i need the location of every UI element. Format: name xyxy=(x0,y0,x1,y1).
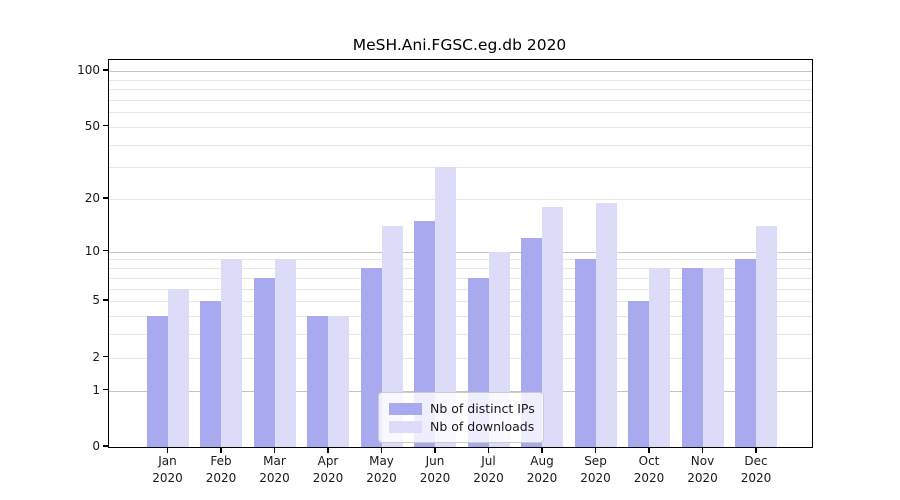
x-tick-label-apr: Apr 2020 xyxy=(312,454,344,485)
x-tick-label-aug: Aug 2020 xyxy=(526,454,558,485)
legend: Nb of distinct IPs Nb of downloads xyxy=(378,392,544,443)
bar-downloads-feb xyxy=(221,259,242,447)
gridline-40 xyxy=(109,144,812,146)
bar-distinct-ips-nov xyxy=(681,268,703,447)
gridline-90 xyxy=(109,79,812,81)
bar-downloads-jan xyxy=(167,288,189,447)
x-tick-aug xyxy=(541,447,543,453)
gridline-80 xyxy=(109,89,812,90)
legend-label-downloads: Nb of downloads xyxy=(430,419,535,434)
y-tick-label-1: 1 xyxy=(92,382,100,397)
legend-swatch-downloads xyxy=(389,420,422,433)
gridline-9 xyxy=(109,259,812,261)
x-tick-oct xyxy=(648,447,650,453)
x-tick-label-jul: Jul 2020 xyxy=(473,454,504,485)
bar-downloads-sep xyxy=(595,202,617,447)
y-tick-50 xyxy=(103,124,108,127)
x-tick-label-feb: Feb 2020 xyxy=(205,454,237,485)
bar-distinct-ips-feb xyxy=(200,301,221,447)
gridline-2 xyxy=(109,357,812,359)
y-tick-20 xyxy=(103,197,108,199)
y-tick-label-10: 10 xyxy=(84,243,100,258)
x-tick-label-nov: Nov 2020 xyxy=(687,454,718,485)
legend-item-downloads: Nb of downloads xyxy=(389,418,535,435)
x-tick-label-mar: Mar 2020 xyxy=(259,454,290,485)
x-tick-apr xyxy=(327,447,329,453)
x-tick-label-oct: Oct 2020 xyxy=(633,454,665,485)
gridline-7 xyxy=(109,277,812,279)
bar-downloads-oct xyxy=(649,268,670,447)
x-tick-jan xyxy=(166,447,169,453)
x-tick-label-dec: Dec 2020 xyxy=(740,454,772,485)
x-tick-label-sep: Sep 2020 xyxy=(580,454,611,485)
gridline-5 xyxy=(109,301,812,302)
gridline-6 xyxy=(109,288,812,290)
x-tick-label-jan: Jan 2020 xyxy=(152,454,183,485)
gridline-4 xyxy=(109,315,812,317)
bar-distinct-ips-sep xyxy=(574,259,596,447)
y-tick-label-20: 20 xyxy=(84,191,100,205)
bar-distinct-ips-jun xyxy=(414,221,435,447)
x-tick-jul xyxy=(487,447,490,453)
bar-distinct-ips-may xyxy=(360,268,382,447)
x-tick-label-jun: Jun 2020 xyxy=(419,454,451,485)
y-tick-label-5: 5 xyxy=(92,293,100,307)
x-tick-mar xyxy=(273,447,276,453)
x-tick-nov xyxy=(701,447,704,453)
chart-title: MeSH.Ani.FGSC.eg.db 2020 xyxy=(352,36,567,54)
gridline-30 xyxy=(109,167,812,169)
bar-downloads-jun xyxy=(435,167,456,447)
bar-distinct-ips-dec xyxy=(735,259,756,447)
legend-label-distinct-ips: Nb of distinct IPs xyxy=(430,401,535,416)
y-tick-label-100: 100 xyxy=(77,63,100,77)
y-tick-100 xyxy=(103,69,108,71)
gridline-8 xyxy=(109,268,812,269)
bar-downloads-aug xyxy=(542,207,563,447)
bar-downloads-mar xyxy=(274,259,296,447)
gridline-10 xyxy=(109,251,812,253)
bar-downloads-apr xyxy=(328,315,349,447)
y-tick-2 xyxy=(103,355,108,358)
gridline-1 xyxy=(109,390,812,392)
y-tick-label-50: 50 xyxy=(84,118,100,133)
legend-item-distinct-ips: Nb of distinct IPs xyxy=(389,400,535,417)
gridline-20 xyxy=(109,199,812,200)
x-tick-sep xyxy=(594,447,597,453)
y-tick-5 xyxy=(103,299,108,301)
legend-swatch-distinct-ips xyxy=(389,402,422,415)
bar-distinct-ips-mar xyxy=(253,277,275,447)
gridline-100 xyxy=(109,71,812,72)
bar-distinct-ips-oct xyxy=(628,301,649,447)
bar-downloads-dec xyxy=(756,226,777,447)
gridline-60 xyxy=(109,112,812,114)
y-tick-0 xyxy=(103,445,108,447)
bar-downloads-may xyxy=(381,226,403,447)
plot-area xyxy=(108,59,813,448)
gridline-3 xyxy=(109,334,812,336)
x-tick-may xyxy=(380,447,383,453)
x-tick-jun xyxy=(434,447,436,453)
x-tick-dec xyxy=(755,447,757,453)
gridline-70 xyxy=(109,99,812,101)
bar-distinct-ips-apr xyxy=(307,315,328,447)
gridline-50 xyxy=(109,126,812,128)
y-tick-10 xyxy=(103,249,108,252)
y-tick-1 xyxy=(103,388,108,391)
x-tick-feb xyxy=(220,447,222,453)
y-tick-label-0: 0 xyxy=(92,439,100,453)
bar-distinct-ips-jan xyxy=(146,315,168,447)
bar-downloads-nov xyxy=(702,268,724,447)
y-tick-label-2: 2 xyxy=(92,349,100,364)
x-tick-label-may: May 2020 xyxy=(366,454,397,485)
